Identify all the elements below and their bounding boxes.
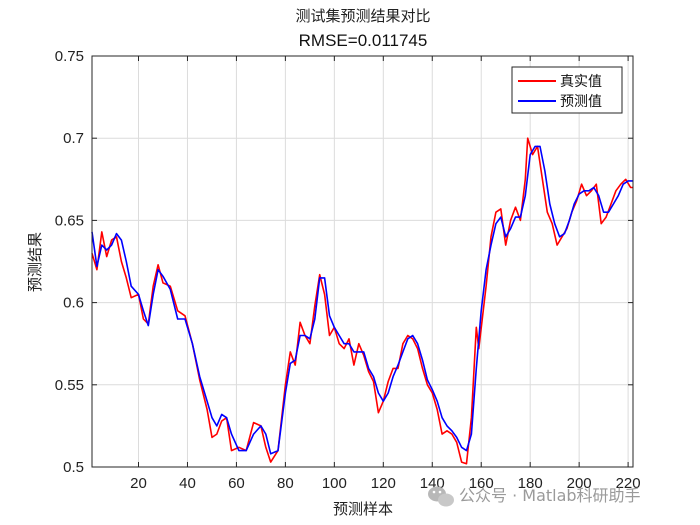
y-tick-label: 0.65	[55, 212, 84, 229]
y-tick-label: 0.75	[55, 48, 84, 65]
x-tick-label: 60	[228, 475, 245, 492]
wechat-icon	[428, 486, 454, 507]
ticks: 20 40 60 80 100 120 140 160 180 200 2200.50.550.60…	[55, 48, 641, 492]
x-tick-label: 220	[616, 475, 641, 492]
y-tick-label: 0.5	[63, 459, 84, 476]
legend: 真实值 预测值	[511, 66, 623, 114]
series-predicted-line	[91, 145, 633, 455]
y-tick-label: 0.55	[55, 377, 84, 394]
watermark-text: 公众号 · Matlab科研助手	[459, 486, 641, 505]
x-tick-label: 160	[469, 475, 494, 492]
x-tick-label: 180	[518, 475, 543, 492]
plot-area	[92, 56, 633, 467]
legend-label-true: 真实值	[560, 74, 602, 90]
y-axis-label: 预测结果	[26, 232, 44, 292]
x-tick-label: 100	[322, 475, 347, 492]
chart-subtitle: RMSE=0.011745	[299, 31, 428, 50]
series-layer	[91, 137, 633, 465]
plot-frame	[91, 55, 634, 468]
y-tick-label: 0.6	[63, 295, 84, 312]
x-axis-label: 预测样本	[333, 500, 393, 518]
legend-label-predicted: 预测值	[560, 94, 602, 110]
x-tick-label: 20	[130, 475, 147, 492]
x-tick-label: 200	[567, 475, 592, 492]
chart-title: 测试集预测结果对比	[295, 7, 430, 25]
y-tick-label: 0.7	[63, 130, 84, 147]
x-tick-label: 120	[371, 475, 396, 492]
watermark: 公众号 · Matlab科研助手	[428, 486, 641, 507]
x-tick-label: 40	[179, 475, 196, 492]
x-tick-label: 80	[277, 475, 294, 492]
legend-box	[511, 66, 623, 114]
